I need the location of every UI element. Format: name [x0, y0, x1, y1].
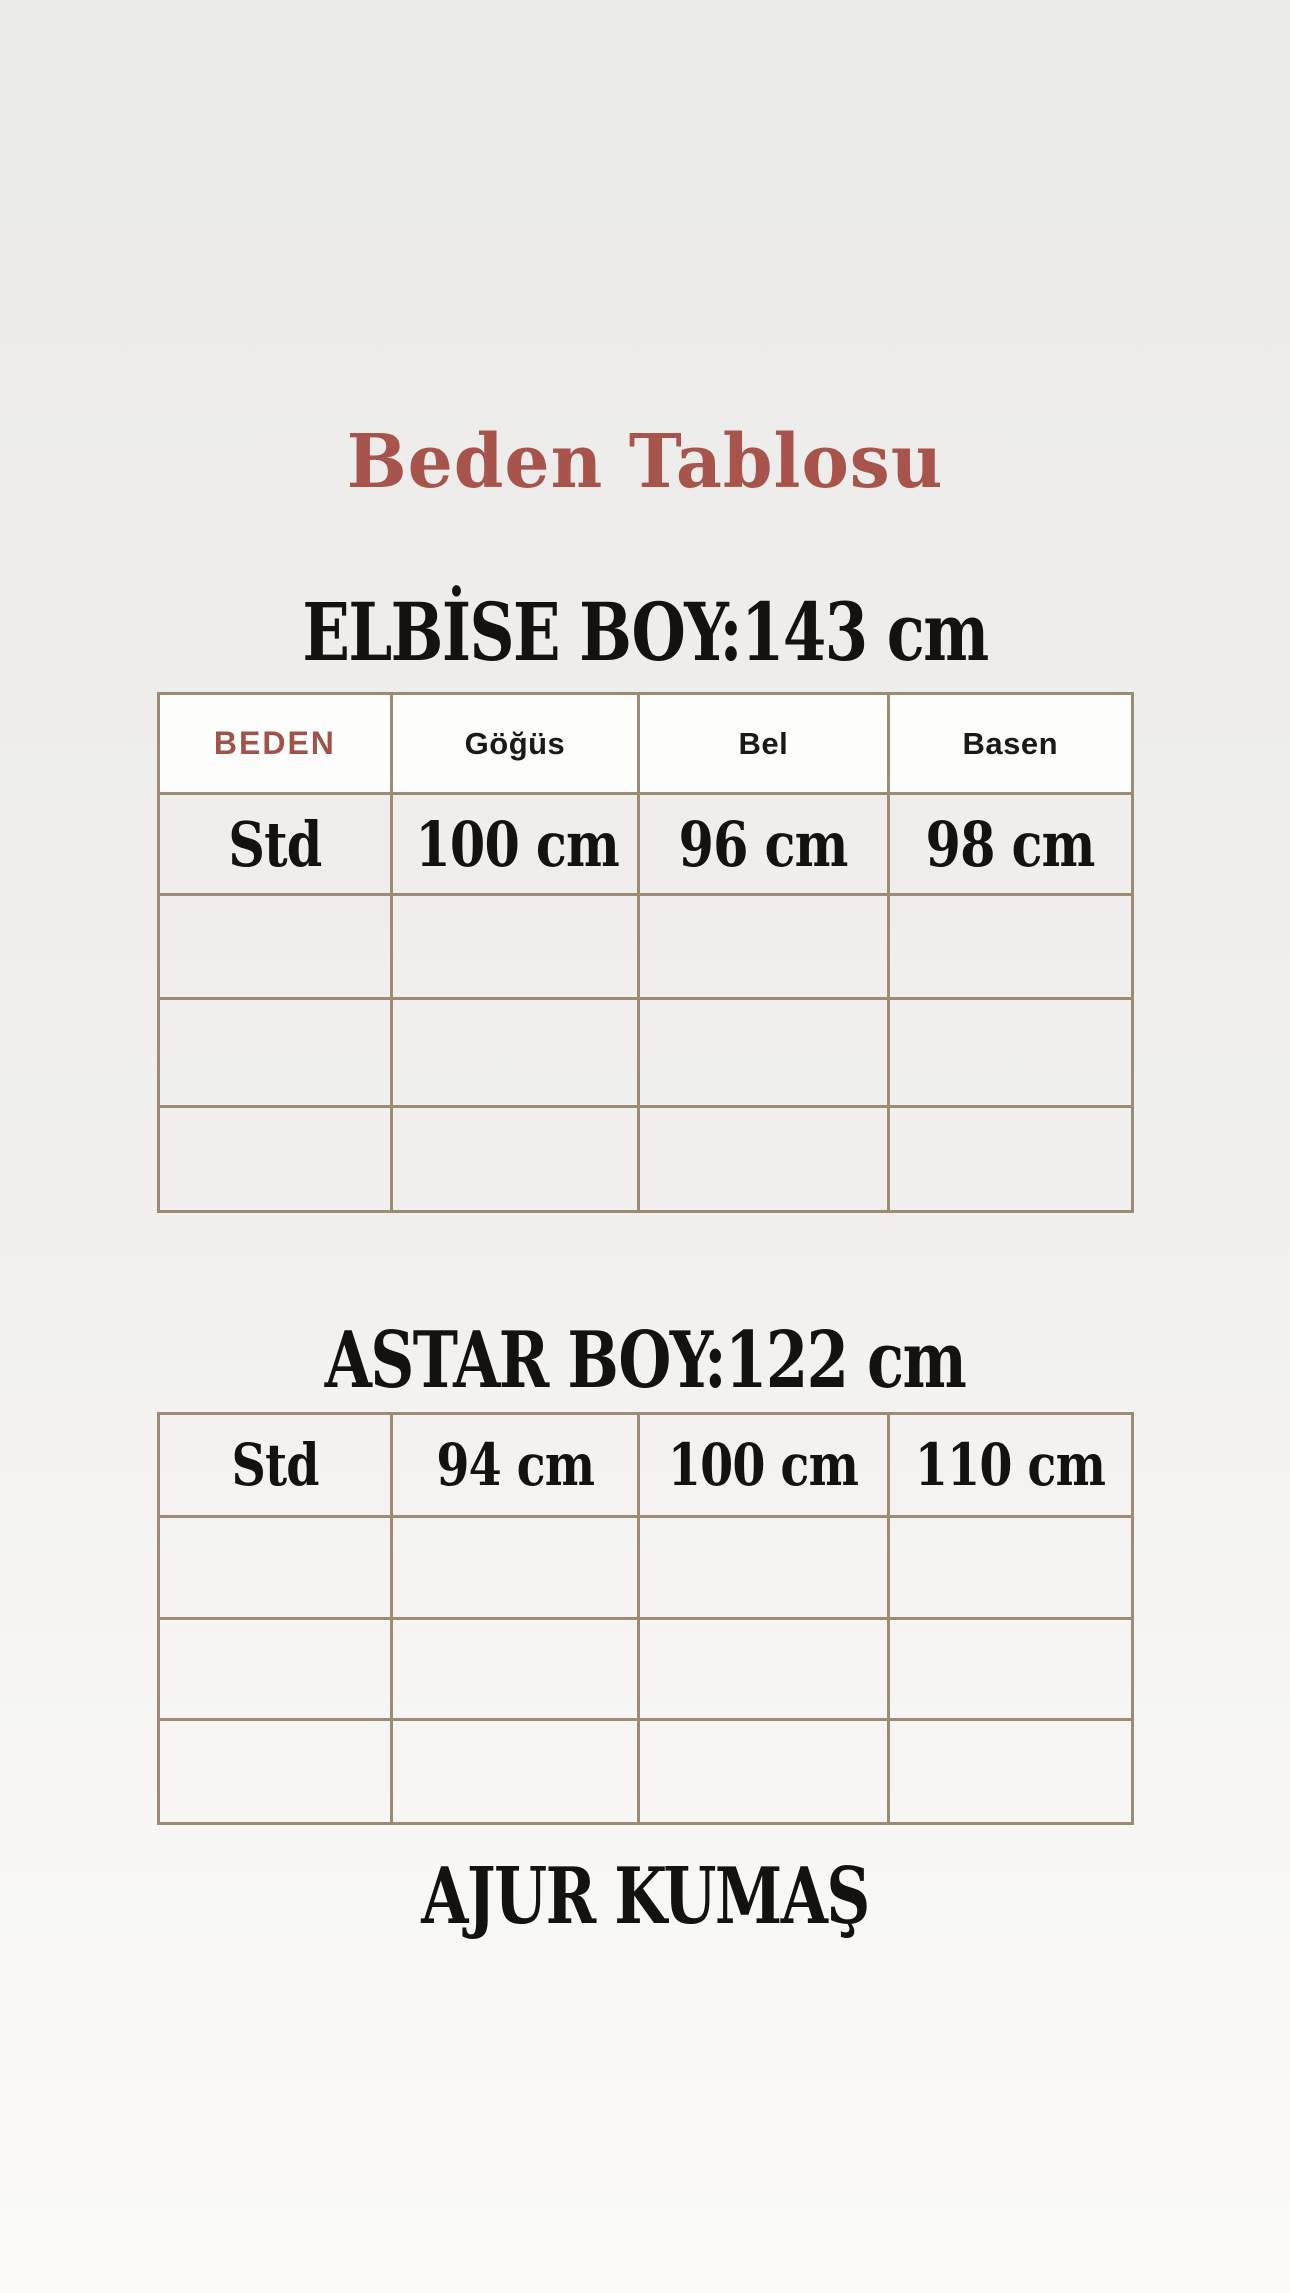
size-value: Std — [228, 807, 322, 881]
table-cell — [157, 1617, 393, 1721]
table-cell: 94 cm — [389, 1412, 641, 1518]
section2-heading: ASTAR BOY:122 cm — [324, 1315, 967, 1406]
table-header-cell-gogus: Göğüs — [389, 692, 641, 795]
size-table-lining: Std 94 cm 100 cm 110 cm — [157, 1412, 1135, 1825]
table-row — [157, 1718, 1135, 1825]
table-cell — [886, 1718, 1135, 1825]
size-value: Std — [231, 1431, 319, 1499]
waist-value: 100 cm — [668, 1431, 859, 1499]
chest-value: 94 cm — [436, 1431, 595, 1499]
table-cell: 110 cm — [886, 1412, 1135, 1518]
table-header-cell-basen: Basen — [886, 692, 1135, 795]
table-cell: 96 cm — [637, 792, 890, 896]
table-cell — [389, 893, 641, 1000]
size-table-dress: BEDEN Göğüs Bel Basen Std 100 cm 96 cm 9… — [157, 692, 1135, 1213]
table-cell: 100 cm — [389, 792, 641, 896]
table-cell: 98 cm — [886, 792, 1135, 896]
table-row: Std 100 cm 96 cm 98 cm — [157, 792, 1135, 896]
table-cell — [637, 1515, 890, 1620]
table-row: Std 94 cm 100 cm 110 cm — [157, 1412, 1135, 1518]
table-cell — [157, 1718, 393, 1825]
table-cell — [637, 1105, 890, 1213]
table-cell — [389, 1617, 641, 1721]
table-header-row: BEDEN Göğüs Bel Basen — [157, 692, 1135, 795]
table-row — [157, 1515, 1135, 1620]
table-row — [157, 893, 1135, 1000]
table-row — [157, 1105, 1135, 1213]
hip-value: 98 cm — [925, 807, 1096, 881]
table-cell — [157, 893, 393, 1000]
table-cell — [886, 1515, 1135, 1620]
hip-value: 110 cm — [915, 1431, 1106, 1499]
table-cell — [637, 893, 890, 1000]
beden-label: BEDEN — [213, 725, 336, 761]
page-title: Beden Tablosu — [346, 419, 944, 505]
table-row — [157, 1617, 1135, 1721]
table-cell — [886, 893, 1135, 1000]
table-cell — [389, 1105, 641, 1213]
table-cell — [157, 1105, 393, 1213]
table-cell — [637, 1718, 890, 1825]
table-cell: 100 cm — [637, 1412, 890, 1518]
table-row — [157, 997, 1135, 1108]
table-cell — [389, 1515, 641, 1620]
table-header-cell-beden: BEDEN — [157, 692, 393, 795]
table-cell — [886, 1617, 1135, 1721]
table-cell — [637, 1617, 890, 1721]
table-cell — [389, 1718, 641, 1825]
waist-value: 96 cm — [678, 807, 849, 881]
table-cell — [886, 997, 1135, 1108]
table-header-cell-bel: Bel — [637, 692, 890, 795]
table-cell: Std — [157, 1412, 393, 1518]
table-cell — [886, 1105, 1135, 1213]
table-cell: Std — [157, 792, 393, 896]
table-cell — [389, 997, 641, 1108]
table-cell — [157, 1515, 393, 1620]
chest-value: 100 cm — [415, 807, 619, 881]
fabric-note: AJUR KUMAŞ — [421, 1851, 870, 1942]
table-cell — [157, 997, 393, 1108]
section1-heading: ELBİSE BOY:143 cm — [302, 585, 989, 679]
table-cell — [637, 997, 890, 1108]
